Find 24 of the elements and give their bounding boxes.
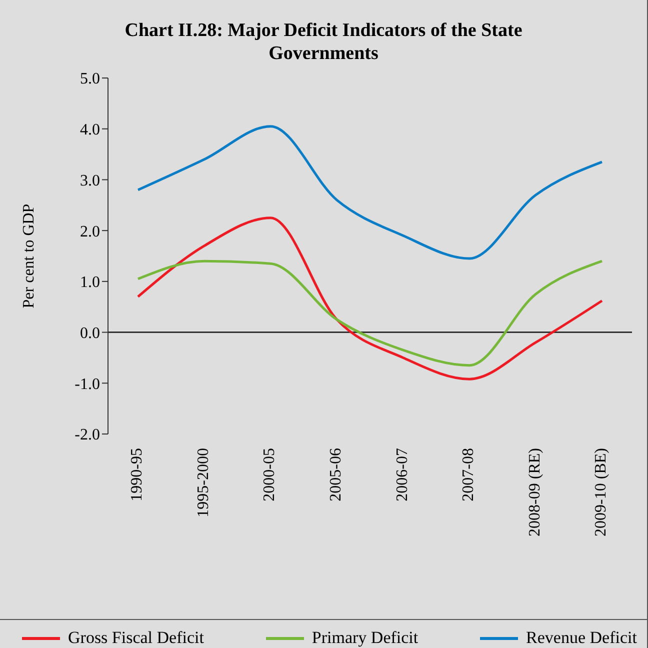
y-tick-label: -2.0 (74, 426, 100, 444)
x-tick-label: 2000-05 (261, 448, 278, 501)
y-tick-label: 5.0 (80, 70, 100, 88)
y-tick-label: 4.0 (80, 121, 100, 138)
x-tick-label: 2008-09 (RE) (526, 448, 544, 536)
chart-title: Chart II.28: Major Deficit Indicators of the State Governments (124, 19, 524, 66)
legend-label: Revenue Deficit (526, 628, 637, 648)
line-series (136, 259, 604, 366)
x-tick-label: 2007-08 (460, 448, 478, 501)
y-tick-label: 3.0 (80, 172, 100, 189)
y-axis-title: Per cent to GDP (20, 203, 38, 308)
y-tick-label: 1.0 (80, 274, 100, 291)
y-tick-label: -1.0 (74, 375, 100, 392)
line-series (136, 216, 604, 380)
y-tick-label: 0.0 (80, 324, 100, 342)
x-tick-label: 2005-06 (328, 448, 345, 501)
x-tick-label: 1990-95 (128, 448, 146, 501)
x-tick-label: 2006-07 (394, 448, 411, 501)
legend-label: Primary Deficit (312, 628, 418, 648)
x-tick-label: 1995-2000 (194, 448, 212, 517)
x-tick-label: 2009-10 (BE) (592, 448, 610, 536)
legend-label: Gross Fiscal Deficit (68, 628, 204, 648)
y-tick-label: 2.0 (80, 222, 100, 240)
line-series (136, 124, 604, 260)
